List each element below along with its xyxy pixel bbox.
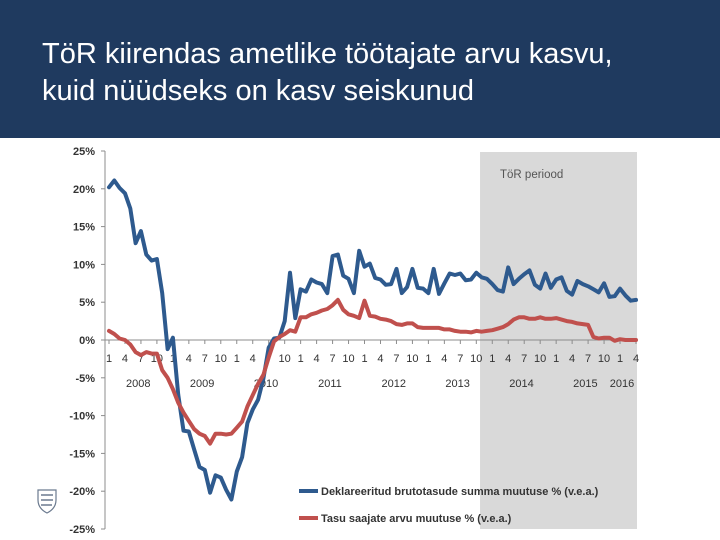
year-label: 2013 — [445, 378, 469, 390]
x-tick-label: 7 — [457, 353, 463, 365]
title-bar: TöR kiirendas ametlike töötajate arvu ka… — [0, 0, 720, 138]
y-tick-label: 15% — [73, 222, 95, 234]
x-tick-label: 10 — [279, 353, 291, 365]
year-label: 2012 — [382, 378, 406, 390]
x-tick-label: 1 — [106, 353, 112, 365]
series-line-2 — [107, 297, 638, 446]
x-tick-label: 10 — [406, 353, 418, 365]
x-tick-label: 10 — [342, 353, 354, 365]
year-label: 2011 — [318, 378, 342, 390]
year-label: 2014 — [509, 378, 533, 390]
x-tick-label: 4 — [122, 353, 128, 365]
y-tick-label: 0% — [79, 335, 95, 347]
x-tick-label: 10 — [598, 353, 610, 365]
year-label: 2008 — [126, 378, 150, 390]
slide-title-line-1: TöR kiirendas ametlike töötajate arvu ka… — [42, 38, 613, 70]
x-tick-label: 7 — [393, 353, 399, 365]
x-tick-label: 7 — [521, 353, 527, 365]
x-tick-label: 1 — [170, 353, 176, 365]
x-tick-label: 4 — [377, 353, 383, 365]
x-tick-label: 4 — [569, 353, 575, 365]
line-chart: TöR periood 25% 20% 15% 10% 5% 0% -5% -10% -15% -… — [69, 146, 639, 536]
series-line-1 — [107, 178, 638, 502]
x-tick-label: 7 — [330, 353, 336, 365]
x-tick-label: 7 — [138, 353, 144, 365]
x-tick-label: 4 — [441, 353, 447, 365]
slide-title-line-2: kuid nüüdseks on kasv seiskunud — [42, 75, 475, 107]
y-tick-label: -20% — [69, 486, 95, 498]
x-tick-label: 4 — [314, 353, 320, 365]
x-tick-label: 7 — [202, 353, 208, 365]
estonian-crest-icon — [36, 488, 58, 514]
x-tick-label: 4 — [250, 353, 256, 365]
x-tick-label: 1 — [617, 353, 623, 365]
x-tick-label: 4 — [186, 353, 192, 365]
x-tick-label: 1 — [361, 353, 367, 365]
y-tick-label: -15% — [69, 448, 95, 460]
x-tick-label: 4 — [505, 353, 511, 365]
year-label: 2015 — [573, 378, 597, 390]
x-tick-label: 7 — [585, 353, 591, 365]
x-tick-label: 1 — [425, 353, 431, 365]
x-tick-label: 1 — [298, 353, 304, 365]
legend-label-2: Tasu saajate arvu muutuse % (v.e.a.) — [321, 513, 512, 525]
x-tick-label: 1 — [489, 353, 495, 365]
y-tick-label: 5% — [79, 297, 95, 309]
x-tick-label: 1 — [234, 353, 240, 365]
y-tick-label: -10% — [69, 411, 95, 423]
x-tick-label: 10 — [470, 353, 482, 365]
x-tick-label: 10 — [534, 353, 546, 365]
slide-title: TöR kiirendas ametlike töötajate arvu ka… — [42, 36, 702, 110]
shaded-region-label: TöR periood — [500, 169, 563, 181]
legend-label-1: Deklareeritud brutotasude summa muutuse … — [321, 486, 599, 498]
x-tick-label: 1 — [553, 353, 559, 365]
x-tick-label: 4 — [633, 353, 639, 365]
year-label: 2009 — [190, 378, 214, 390]
year-label: 2016 — [610, 378, 634, 390]
y-tick-label: 20% — [73, 184, 95, 196]
y-tick-label: 25% — [73, 146, 95, 158]
y-tick-label: 10% — [73, 259, 95, 271]
x-tick-label: 10 — [215, 353, 227, 365]
y-tick-label: -5% — [75, 373, 95, 385]
y-tick-label: -25% — [69, 524, 95, 536]
